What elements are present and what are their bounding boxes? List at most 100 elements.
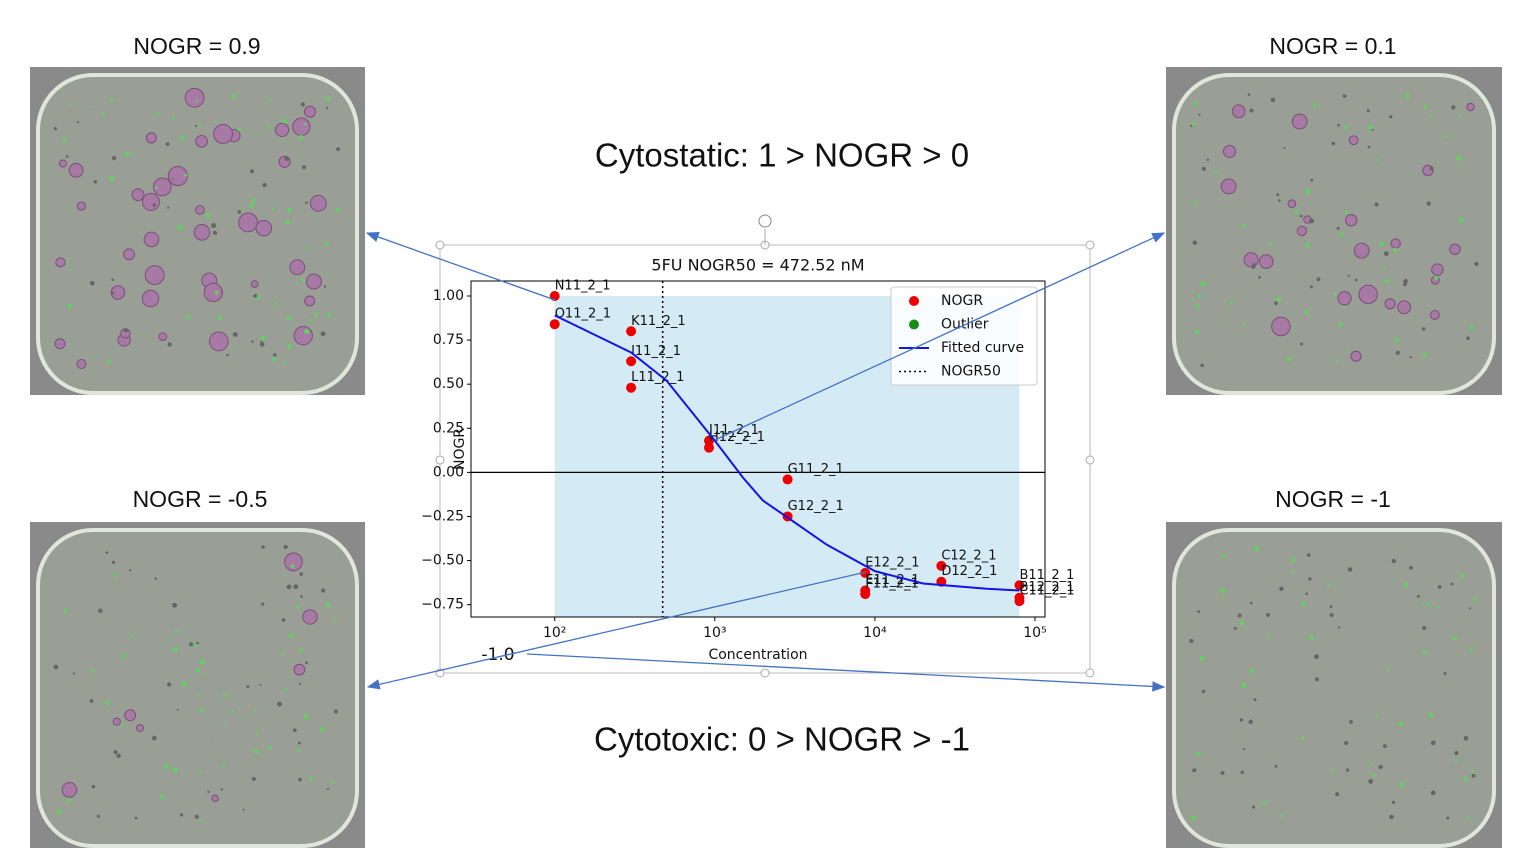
cell [1431, 791, 1436, 796]
cell [324, 285, 327, 288]
cell [291, 564, 295, 568]
cell [1405, 94, 1409, 98]
organoid [56, 258, 65, 267]
cell [1422, 327, 1426, 331]
cell [1343, 94, 1347, 98]
cell [1336, 361, 1338, 363]
organoid [69, 163, 83, 177]
organoid [59, 160, 66, 167]
cell [1337, 124, 1340, 127]
cell [167, 207, 169, 209]
cell [1240, 718, 1243, 721]
cell [213, 231, 217, 235]
cell [305, 661, 308, 664]
cell [1367, 109, 1370, 112]
cell [1227, 322, 1229, 324]
cell [1307, 553, 1311, 557]
cell [1305, 592, 1308, 595]
cell [1305, 243, 1310, 248]
cell [267, 746, 271, 750]
cell [314, 312, 318, 316]
x-tick-label: 10² [543, 625, 566, 641]
organoid [239, 213, 258, 232]
cell [1215, 170, 1218, 173]
cell [204, 672, 206, 674]
organoid [185, 88, 204, 107]
cell [1423, 651, 1426, 654]
cell [309, 777, 313, 781]
cell [1309, 219, 1314, 224]
cell [1200, 656, 1204, 660]
cell [67, 261, 70, 264]
cell [1301, 737, 1304, 740]
cell [112, 561, 115, 564]
cell [177, 709, 179, 711]
cell [102, 112, 105, 115]
organoid [136, 724, 143, 731]
cell [1314, 654, 1319, 659]
organoid [1338, 292, 1351, 305]
cell [98, 609, 103, 614]
cell [261, 603, 264, 606]
cell [1295, 210, 1299, 214]
panel-label: NOGR = 0.9 [133, 33, 260, 59]
cell [1189, 639, 1193, 643]
cell [1202, 167, 1206, 171]
cell [207, 741, 209, 743]
cell [1444, 135, 1447, 138]
cell [1392, 559, 1396, 563]
cell [90, 699, 94, 703]
organoid [306, 274, 321, 289]
cell [110, 99, 113, 102]
cell [199, 708, 203, 712]
cell [1345, 210, 1349, 214]
cell [259, 684, 261, 686]
cell [298, 778, 302, 782]
cell [260, 342, 265, 347]
cell [1454, 751, 1458, 755]
cell [1375, 203, 1379, 207]
cell [1241, 683, 1246, 688]
organoid [1359, 285, 1377, 303]
cell [1330, 605, 1333, 608]
plot: 5FU NOGR50 = 472.52 nMConcentrationNOGR−… [421, 256, 1075, 664]
cell [114, 574, 117, 577]
cell [1427, 201, 1431, 205]
cell [286, 316, 290, 320]
cell [215, 291, 219, 295]
cell [1254, 546, 1259, 551]
cell [299, 572, 303, 576]
organoid [1450, 244, 1460, 254]
cell [289, 634, 293, 638]
cell [1332, 142, 1336, 146]
cell [70, 103, 72, 105]
cell [1376, 714, 1379, 717]
cell [1241, 771, 1244, 774]
cell [300, 595, 303, 598]
organoid [146, 133, 156, 143]
cell [275, 303, 278, 306]
cell [1396, 351, 1400, 355]
organoid [1467, 103, 1474, 110]
cell [1368, 146, 1371, 149]
cell [1474, 262, 1478, 266]
cell [195, 125, 197, 127]
cell [332, 781, 335, 784]
cell [1344, 126, 1347, 129]
cell [1438, 585, 1442, 589]
cell [237, 128, 240, 131]
cell [1387, 669, 1389, 671]
cell [1403, 282, 1407, 286]
y-tick-label: 1.00 [433, 288, 464, 304]
cell [125, 152, 129, 156]
cell [1437, 606, 1440, 609]
cell [284, 545, 288, 549]
figure: NOGR = 0.9 NOGR = 0.1 NOGR = -0.5 NOGR =… [0, 0, 1520, 848]
cell [261, 545, 265, 549]
cell [221, 788, 223, 790]
point-label: G11_2_1 [788, 462, 844, 477]
cell [121, 723, 124, 726]
point-label: G12_2_1 [788, 499, 844, 514]
cell [67, 798, 71, 802]
cell [1200, 364, 1203, 367]
